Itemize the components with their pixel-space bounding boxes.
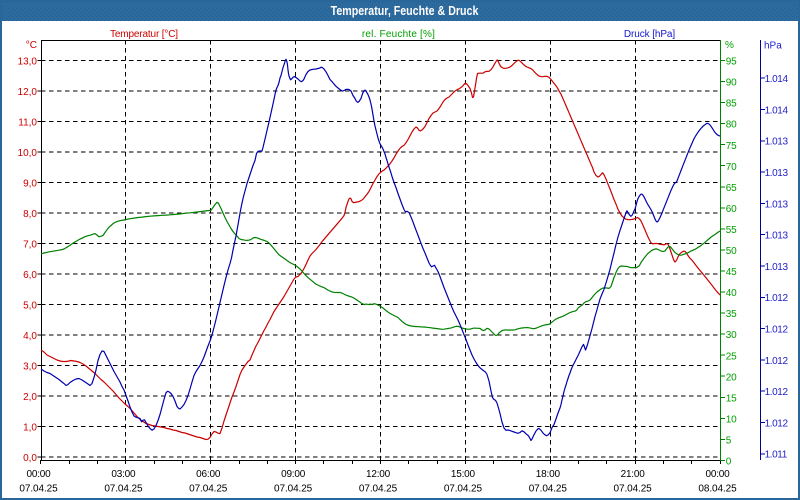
svg-text:10,0: 10,0 (18, 148, 38, 159)
svg-text:1.014: 1.014 (765, 105, 789, 116)
svg-text:%: % (725, 40, 734, 51)
svg-text:60: 60 (726, 204, 737, 215)
svg-text:18:00: 18:00 (536, 469, 561, 480)
svg-text:70: 70 (726, 162, 737, 173)
svg-text:07.04.25: 07.04.25 (529, 484, 568, 495)
svg-text:1.013: 1.013 (765, 231, 789, 242)
svg-text:35: 35 (726, 309, 737, 320)
svg-text:90: 90 (726, 78, 737, 89)
svg-text:40: 40 (726, 288, 737, 299)
svg-text:1.011: 1.011 (765, 450, 788, 461)
svg-text:1,0: 1,0 (23, 423, 37, 434)
svg-text:8,0: 8,0 (23, 209, 37, 220)
svg-text:45: 45 (726, 267, 737, 278)
svg-text:12:00: 12:00 (366, 469, 391, 480)
svg-text:95: 95 (726, 57, 737, 68)
svg-text:07.04.25: 07.04.25 (614, 484, 653, 495)
svg-text:30: 30 (726, 330, 737, 341)
svg-text:Temperatur, Feuchte & Druck: Temperatur, Feuchte & Druck (331, 3, 479, 18)
svg-text:20: 20 (726, 372, 737, 383)
svg-text:4,0: 4,0 (23, 331, 37, 342)
svg-text:1.012: 1.012 (765, 387, 789, 398)
svg-text:0: 0 (726, 457, 732, 468)
svg-text:15: 15 (726, 393, 737, 404)
svg-text:1.012: 1.012 (765, 325, 789, 336)
svg-text:1.012: 1.012 (765, 356, 789, 367)
svg-text:1.012: 1.012 (765, 418, 789, 429)
svg-text:21:00: 21:00 (621, 469, 646, 480)
svg-text:5: 5 (726, 435, 732, 446)
svg-text:°C: °C (26, 40, 37, 51)
svg-text:1.012: 1.012 (765, 293, 789, 304)
svg-text:07.04.25: 07.04.25 (189, 484, 228, 495)
svg-text:15:00: 15:00 (451, 469, 476, 480)
svg-text:07.04.25: 07.04.25 (359, 484, 398, 495)
svg-text:25: 25 (726, 351, 737, 362)
svg-text:6,0: 6,0 (23, 270, 37, 281)
svg-text:7,0: 7,0 (23, 240, 37, 251)
svg-text:75: 75 (726, 141, 737, 152)
svg-text:03:00: 03:00 (111, 469, 136, 480)
svg-text:55: 55 (726, 225, 737, 236)
svg-text:07.04.25: 07.04.25 (444, 484, 483, 495)
svg-text:00:00: 00:00 (26, 469, 51, 480)
svg-text:12,0: 12,0 (18, 87, 38, 98)
svg-text:Temperatur [°C]: Temperatur [°C] (110, 29, 178, 40)
svg-text:07.04.25: 07.04.25 (274, 484, 313, 495)
svg-text:50: 50 (726, 246, 737, 257)
svg-text:1.013: 1.013 (765, 137, 789, 148)
svg-text:1.014: 1.014 (765, 74, 789, 85)
svg-text:Druck [hPa]: Druck [hPa] (624, 29, 675, 40)
svg-text:80: 80 (726, 120, 737, 131)
svg-text:13,0: 13,0 (18, 57, 38, 68)
svg-text:07.04.25: 07.04.25 (104, 484, 143, 495)
svg-text:rel. Feuchte [%]: rel. Feuchte [%] (362, 29, 435, 40)
svg-text:85: 85 (726, 99, 737, 110)
svg-text:5,0: 5,0 (23, 301, 37, 312)
svg-text:06:00: 06:00 (196, 469, 221, 480)
svg-text:1.013: 1.013 (765, 199, 789, 210)
svg-text:2,0: 2,0 (23, 392, 37, 403)
svg-text:10: 10 (726, 414, 737, 425)
svg-text:00:00: 00:00 (705, 469, 730, 480)
svg-text:0,0: 0,0 (23, 453, 37, 464)
svg-text:09:00: 09:00 (281, 469, 306, 480)
svg-text:3,0: 3,0 (23, 362, 37, 373)
svg-text:1.013: 1.013 (765, 168, 789, 179)
svg-text:hPa: hPa (764, 41, 782, 52)
svg-text:07.04.25: 07.04.25 (19, 484, 58, 495)
svg-text:08.04.25: 08.04.25 (698, 484, 737, 495)
svg-text:11,0: 11,0 (18, 118, 37, 129)
svg-text:9,0: 9,0 (23, 179, 37, 190)
svg-text:65: 65 (726, 183, 737, 194)
svg-text:1.013: 1.013 (765, 262, 789, 273)
